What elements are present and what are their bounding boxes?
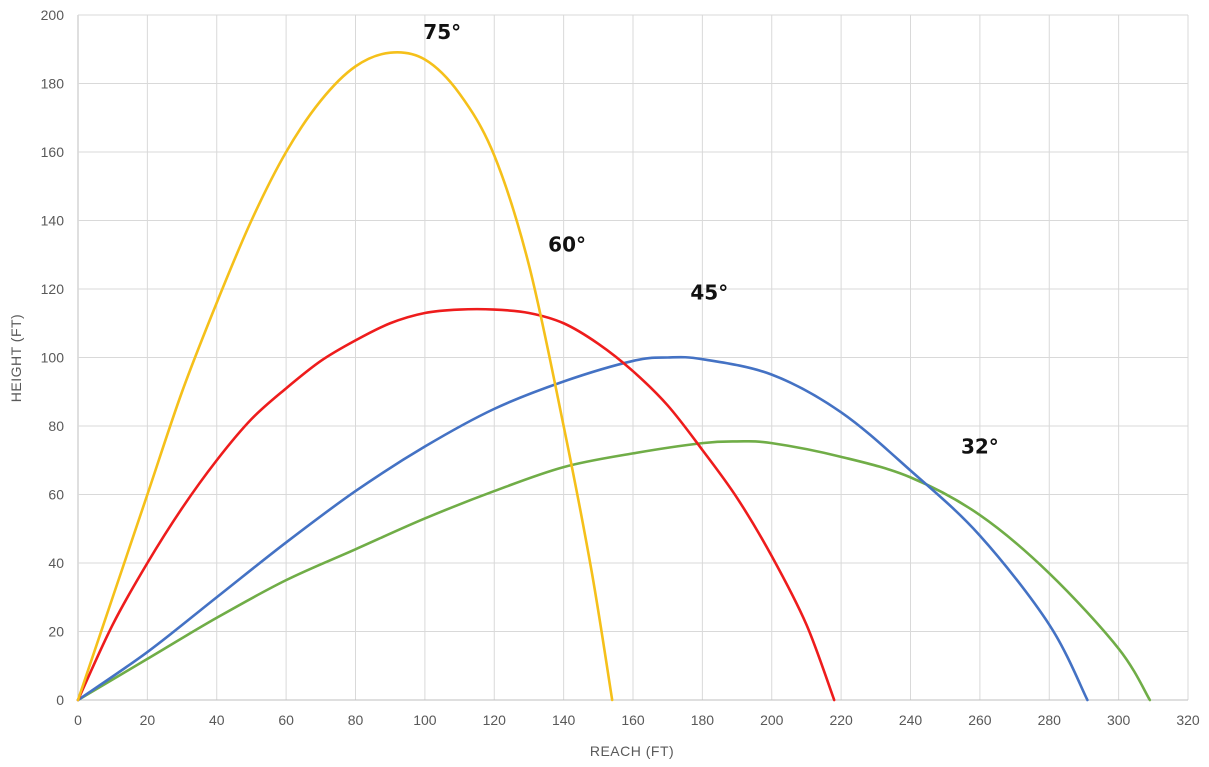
y-tick-label: 120 [41, 281, 65, 297]
angle-label-75-deg: 75° [423, 20, 461, 44]
y-tick-label: 80 [48, 418, 64, 434]
x-tick-label: 180 [691, 712, 715, 728]
x-tick-label: 60 [278, 712, 294, 728]
x-tick-label: 280 [1038, 712, 1062, 728]
y-tick-label: 180 [41, 76, 65, 92]
x-tick-label: 100 [413, 712, 437, 728]
angle-label-32-deg: 32° [961, 434, 999, 458]
x-tick-label: 220 [829, 712, 853, 728]
x-tick-label: 140 [552, 712, 576, 728]
y-tick-label: 20 [48, 624, 64, 640]
y-axis-title: HEIGHT (FT) [8, 314, 24, 402]
x-axis-title: REACH (FT) [590, 743, 674, 759]
trajectory-32-deg-line [78, 441, 1150, 700]
x-tick-label: 0 [74, 712, 82, 728]
trajectory-75-deg-line [78, 52, 612, 700]
x-tick-label: 120 [483, 712, 507, 728]
angle-label-45-deg: 45° [690, 280, 728, 304]
y-tick-label: 40 [48, 555, 64, 571]
y-tick-label: 140 [41, 213, 65, 229]
angle-annotations: 75° 60° 45° 32° [423, 20, 999, 458]
y-tick-label: 200 [41, 7, 65, 23]
y-tick-label: 60 [48, 487, 64, 503]
y-tick-label: 100 [41, 350, 65, 366]
y-tick-label: 160 [41, 144, 65, 160]
x-tick-label: 160 [621, 712, 645, 728]
series-lines [78, 52, 1150, 700]
x-tick-label: 80 [348, 712, 364, 728]
x-tick-label: 240 [899, 712, 923, 728]
x-tick-label: 300 [1107, 712, 1131, 728]
x-tick-label: 40 [209, 712, 225, 728]
x-tick-label: 200 [760, 712, 784, 728]
x-tick-label: 20 [140, 712, 156, 728]
x-tick-label: 260 [968, 712, 992, 728]
y-tick-label: 0 [56, 692, 64, 708]
x-tick-label: 320 [1176, 712, 1200, 728]
angle-label-60-deg: 60° [548, 232, 586, 256]
grid [78, 15, 1188, 700]
